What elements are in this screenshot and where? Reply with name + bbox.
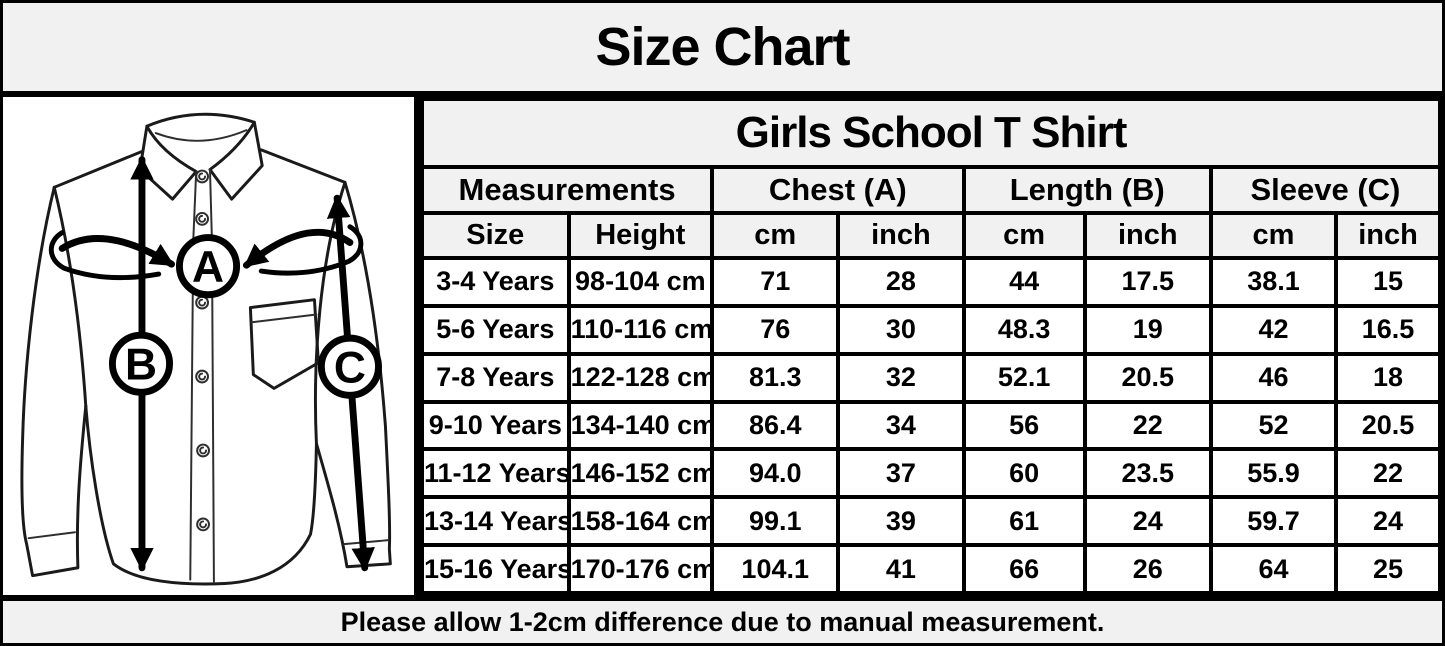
measure-a-arrow [48,224,364,280]
cell-length-inch: 26 [1082,543,1213,595]
cell-height: 158-164 cm [566,495,715,548]
table-row: 9-10 Years 134-140 cm 86.4 34 56 22 52 2… [420,399,1442,452]
button-icons [195,169,210,532]
cell-length-cm: 44 [961,256,1087,308]
column-header-row: Size Height cm inch cm inch cm inch [420,211,1442,260]
cell-length-inch: 19 [1082,303,1213,356]
cell-size: 15-16 Years [420,543,571,595]
cell-sleeve-cm: 55.9 [1208,447,1339,500]
cell-sleeve-cm: 38.1 [1208,256,1339,308]
cell-chest-cm: 81.3 [710,351,841,404]
group-header-measurements: Measurements [419,165,715,215]
col-header-length-inch: inch [1082,211,1213,260]
cell-chest-cm: 94.0 [710,447,841,500]
cell-length-cm: 56 [961,399,1087,452]
table-row: 5-6 Years 110-116 cm 76 30 48.3 19 42 16… [420,303,1442,356]
cell-length-cm: 48.3 [961,303,1087,356]
cell-height: 170-176 cm [566,543,715,595]
col-header-size: Size [420,211,571,260]
cell-size: 11-12 Years [420,447,571,500]
cell-size: 13-14 Years [420,495,571,548]
cell-chest-cm: 99.1 [710,495,841,548]
measure-c-badge: C [317,334,382,399]
group-header-sleeve: Sleeve (C) [1208,165,1443,215]
cell-sleeve-inch: 22 [1334,447,1442,500]
cell-height: 98-104 cm [566,256,715,308]
cell-chest-cm: 76 [710,303,841,356]
cell-sleeve-cm: 42 [1208,303,1339,356]
cell-sleeve-cm: 46 [1208,351,1339,404]
col-header-sleeve-inch: inch [1334,211,1442,260]
cell-length-inch: 23.5 [1082,447,1213,500]
group-header-chest: Chest (A) [710,165,966,215]
table-title-row: Girls School T Shirt [420,97,1442,169]
measure-b-label: B [125,341,157,390]
cell-sleeve-inch: 24 [1334,495,1442,548]
col-header-height: Height [566,211,715,260]
col-header-chest-inch: inch [836,211,966,260]
col-header-length-cm: cm [961,211,1087,260]
cell-chest-inch: 39 [836,495,966,548]
col-header-sleeve-cm: cm [1208,211,1339,260]
table-row: 15-16 Years 170-176 cm 104.1 41 66 26 64… [420,543,1442,595]
cell-sleeve-inch: 16.5 [1334,303,1442,356]
cell-chest-cm: 104.1 [710,543,841,595]
cell-sleeve-cm: 59.7 [1208,495,1339,548]
cell-length-inch: 20.5 [1082,351,1213,404]
footer-note: Please allow 1-2cm difference due to man… [3,595,1442,643]
cell-size: 5-6 Years [420,303,571,356]
cell-sleeve-inch: 25 [1334,543,1442,595]
cell-sleeve-inch: 18 [1334,351,1442,404]
cell-chest-inch: 41 [836,543,966,595]
page-title: Size Chart [3,3,1442,97]
col-header-chest-cm: cm [710,211,841,260]
table-row: 3-4 Years 98-104 cm 71 28 44 17.5 38.1 1… [420,256,1442,308]
measure-c-label: C [334,343,366,392]
cell-sleeve-inch: 20.5 [1334,399,1442,452]
cell-length-cm: 52.1 [961,351,1087,404]
group-header-length: Length (B) [961,165,1213,215]
cell-length-inch: 22 [1082,399,1213,452]
cell-chest-inch: 28 [836,256,966,308]
cell-chest-cm: 86.4 [710,399,841,452]
pocket-icon [248,298,320,390]
measure-b-badge: B [108,331,174,396]
cell-sleeve-inch: 15 [1334,256,1442,308]
cell-sleeve-cm: 64 [1208,543,1339,595]
measure-a-label: A [192,243,224,292]
table-row: 11-12 Years 146-152 cm 94.0 37 60 23.5 5… [420,447,1442,500]
cell-height: 146-152 cm [566,447,715,500]
cell-chest-inch: 30 [836,303,966,356]
cell-length-cm: 66 [961,543,1087,595]
cell-height: 122-128 cm [566,351,715,404]
group-header-row: Measurements Chest (A) Length (B) Sleeve… [419,165,1443,215]
cell-length-cm: 61 [961,495,1087,548]
shirt-diagram-cell: A B C [3,97,420,595]
content-area: A B C Girls School [3,97,1443,595]
cell-chest-inch: 34 [836,399,966,452]
table-title: Girls School T Shirt [420,97,1442,169]
cell-size: 7-8 Years [420,351,571,404]
size-table: Girls School T Shirt Measurements Chest … [419,97,1443,595]
cell-length-inch: 17.5 [1082,256,1213,308]
cell-chest-inch: 37 [836,447,966,500]
measure-a-badge: A [175,234,241,299]
cell-length-cm: 60 [961,447,1087,500]
cell-chest-inch: 32 [836,351,966,404]
shirt-measurement-diagram: A B C [20,112,392,586]
cell-size: 3-4 Years [420,256,571,308]
cell-height: 134-140 cm [566,399,715,452]
cell-sleeve-cm: 52 [1208,399,1339,452]
table-row: 13-14 Years 158-164 cm 99.1 39 61 24 59.… [420,495,1442,548]
cell-size: 9-10 Years [420,399,571,452]
table-row: 7-8 Years 122-128 cm 81.3 32 52.1 20.5 4… [420,351,1442,404]
cell-length-inch: 24 [1082,495,1213,548]
cell-chest-cm: 71 [710,256,841,308]
cell-height: 110-116 cm [566,303,715,356]
